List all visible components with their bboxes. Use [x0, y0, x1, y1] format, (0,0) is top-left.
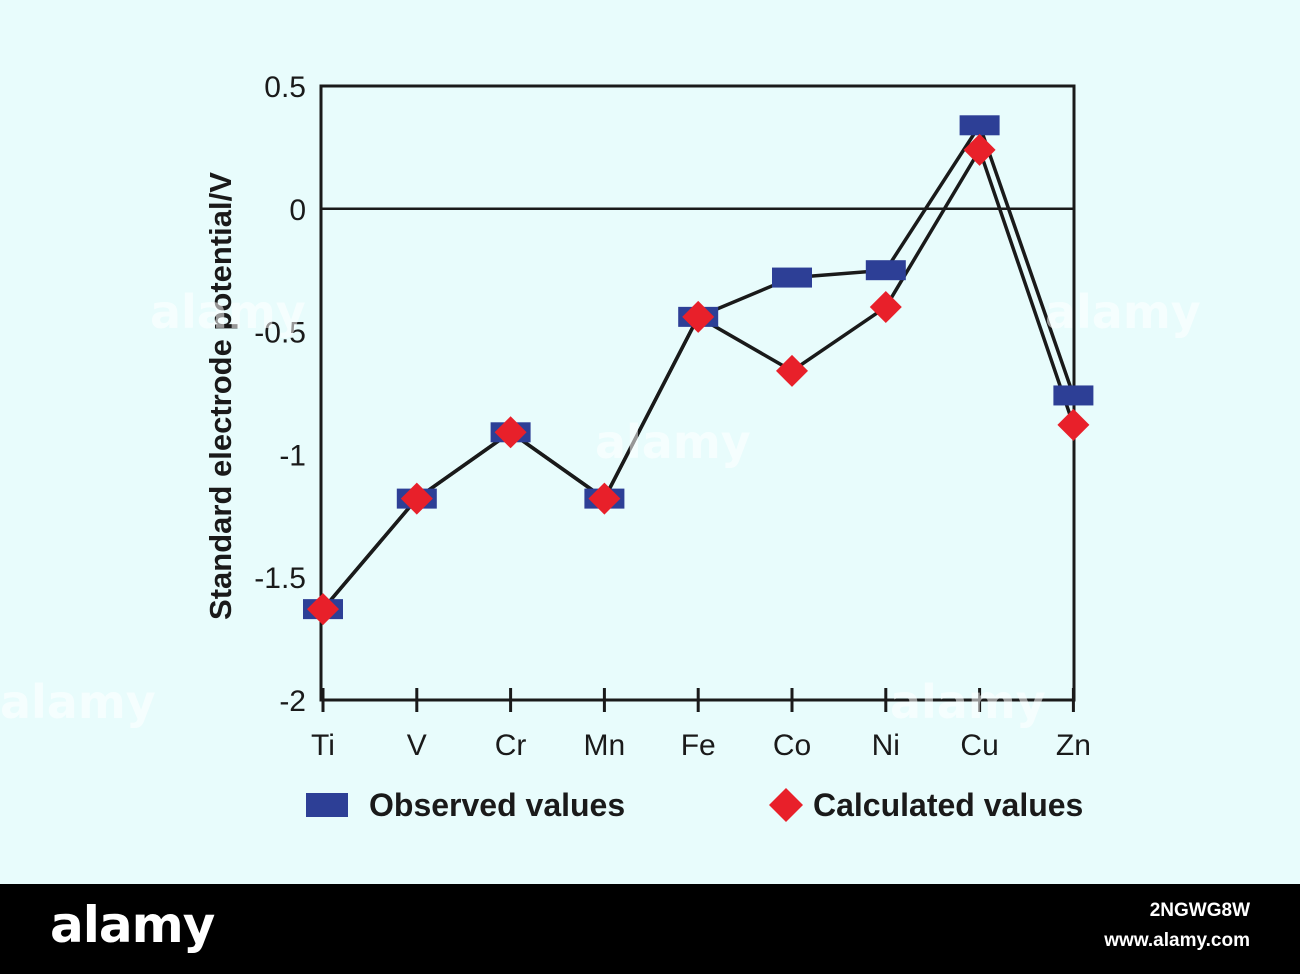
x-tick-label: Cu — [960, 729, 998, 762]
site-url: www.alamy.com — [1104, 930, 1250, 951]
calculated-marker — [869, 291, 902, 324]
calculated-marker — [1057, 408, 1090, 441]
x-tick-label: V — [407, 729, 427, 762]
calculated-marker — [682, 300, 715, 333]
observed-marker — [959, 115, 1000, 136]
x-tick-label: Co — [773, 729, 811, 762]
y-tick-label: -0.5 — [254, 317, 306, 350]
observed-marker — [772, 267, 812, 288]
x-tick-label: Fe — [681, 729, 716, 762]
legend-observed-swatch — [306, 793, 348, 817]
x-tick-label: Ti — [311, 729, 335, 762]
y-axis-label: Standard electrode potential/V — [203, 172, 238, 620]
observed-marker — [1053, 385, 1094, 406]
x-tick-label: Cr — [495, 729, 527, 762]
x-tick-label: Ni — [872, 729, 900, 762]
legend-calculated-label: Calculated values — [813, 787, 1083, 823]
y-tick-label: -1 — [279, 439, 306, 472]
y-tick-label: 0.5 — [264, 71, 306, 104]
series-line — [321, 145, 1076, 611]
calculated-marker — [963, 133, 996, 166]
calculated-marker — [494, 416, 527, 449]
brand-logo: alamy — [50, 896, 215, 954]
footer-bar — [0, 884, 1300, 974]
calculated-marker — [400, 482, 433, 515]
calculated-marker — [307, 593, 339, 626]
y-tick-label: -1.5 — [254, 562, 306, 595]
series-line — [321, 121, 1076, 611]
y-tick-label: 0 — [289, 194, 306, 227]
y-tick-label: -2 — [279, 685, 306, 718]
calculated-marker — [776, 354, 808, 387]
x-tick-label: Mn — [584, 729, 626, 762]
legend-calculated-swatch — [769, 788, 803, 822]
observed-marker — [865, 260, 906, 281]
chart: 0.5 0 -0.5 -1 -1.5 -2 Standard electrode poten… — [203, 71, 1094, 823]
legend-observed-label: Observed values — [369, 787, 625, 823]
chart-area: 0.5 0 -0.5 -1 -1.5 -2 Standard electrode poten… — [0, 0, 1300, 884]
calculated-marker — [588, 482, 621, 515]
x-tick-label: Zn — [1056, 729, 1091, 762]
image-id: 2NGWG8W — [1149, 900, 1250, 921]
